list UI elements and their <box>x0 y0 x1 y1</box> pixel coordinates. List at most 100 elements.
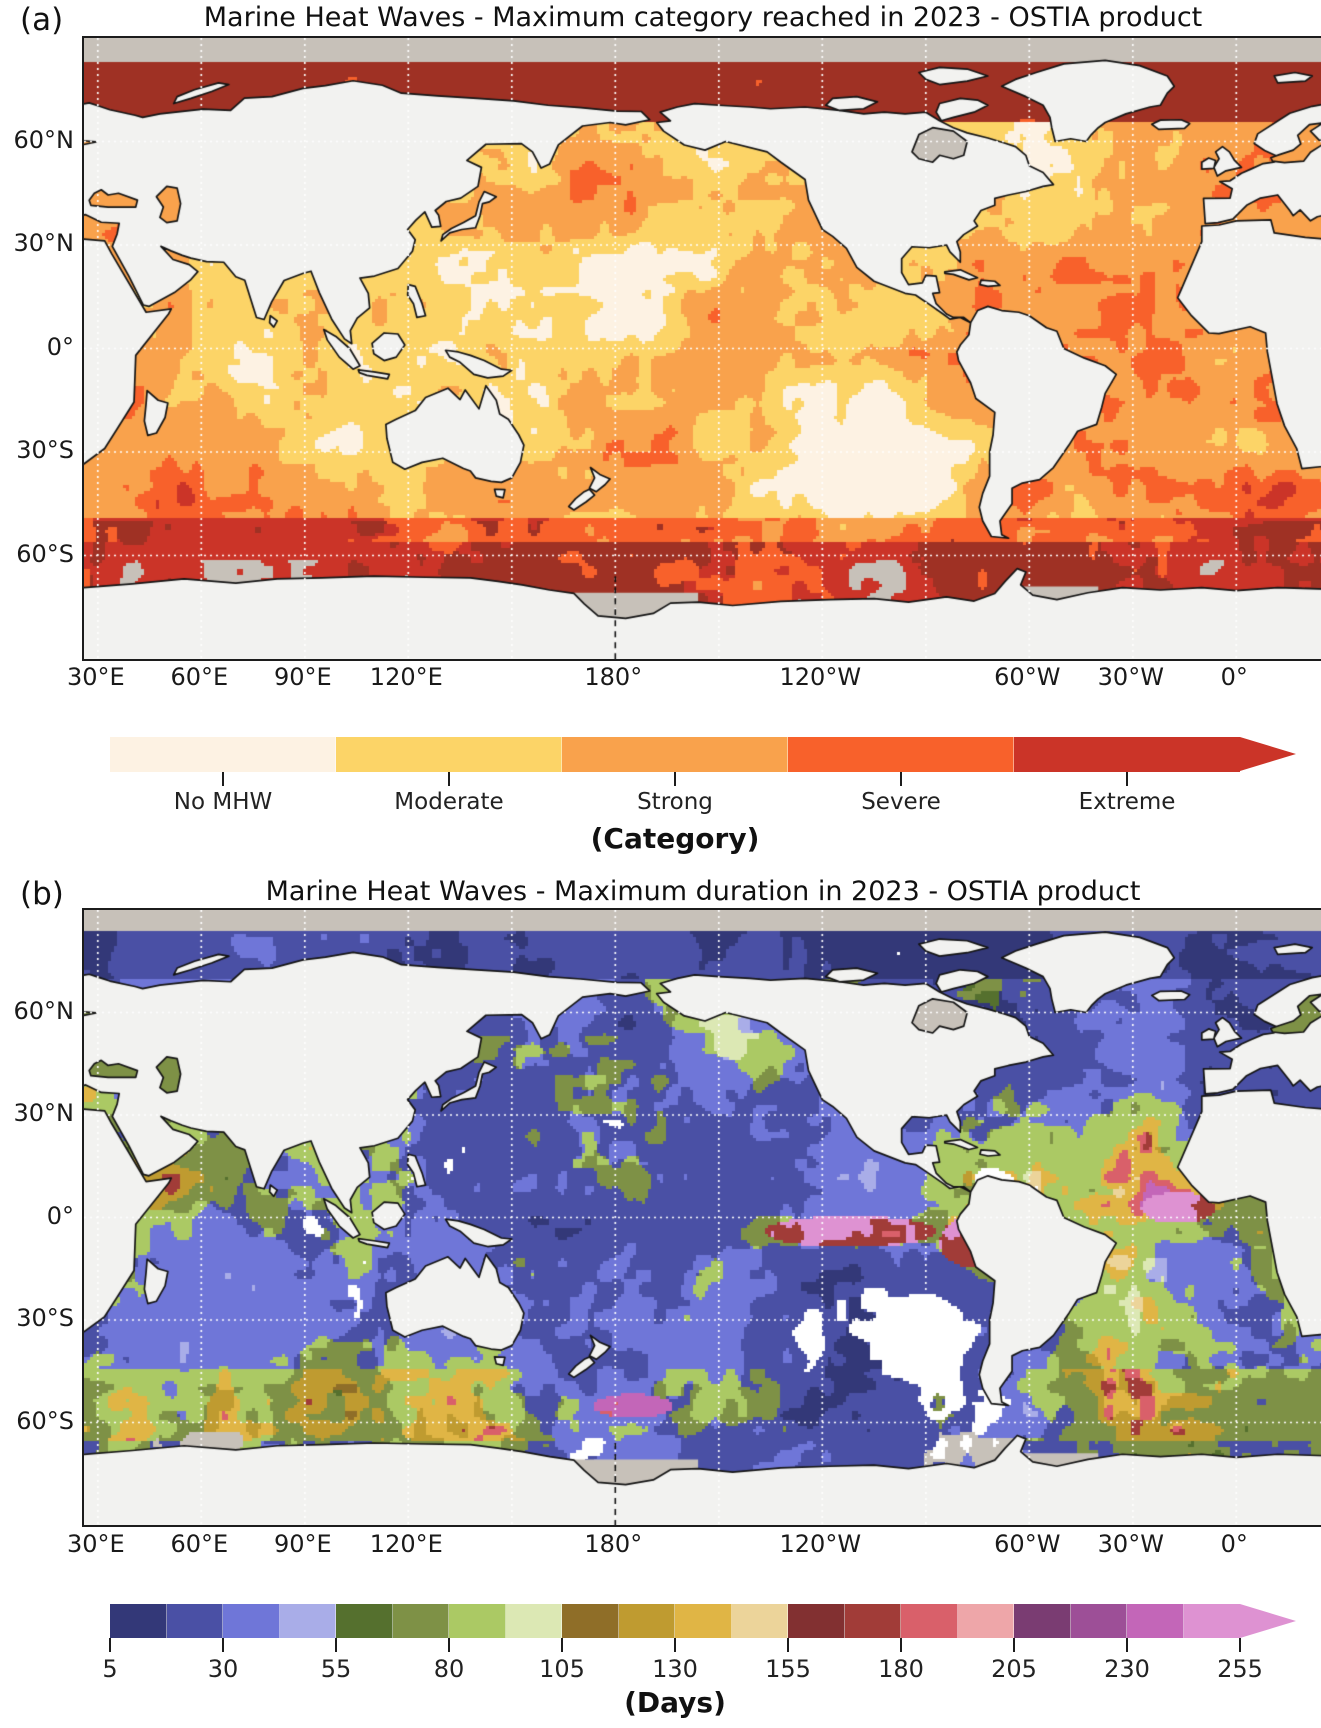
x-tick-label: 60°W <box>994 663 1061 691</box>
days-segment-12 <box>788 1604 845 1638</box>
y-tick-label: 60°N <box>13 125 75 154</box>
category-tick <box>448 772 450 786</box>
days-tick <box>787 1638 789 1652</box>
category-label: Extreme <box>1078 789 1176 815</box>
x-tick-label: 120°E <box>369 1530 443 1558</box>
category-segment-3 <box>788 737 1014 772</box>
category-segment-0 <box>110 737 336 772</box>
days-tick-label: 205 <box>991 1655 1037 1683</box>
category-tick <box>674 772 676 786</box>
x-tick-label: 90°E <box>273 663 332 691</box>
map-b <box>82 908 1321 1527</box>
days-segment-15 <box>957 1604 1014 1638</box>
days-tick-label: 255 <box>1217 1655 1263 1683</box>
x-tick-label: 0° <box>1220 663 1248 691</box>
days-segment-6 <box>449 1604 506 1638</box>
days-tick <box>222 1638 224 1652</box>
x-tick-label: 30°W <box>1097 663 1164 691</box>
days-tick <box>335 1638 337 1652</box>
days-segment-16 <box>1014 1604 1071 1638</box>
x-tick-label: 0° <box>1220 1530 1248 1558</box>
colorbar-category-arrow <box>1240 737 1296 771</box>
x-tick-label: 30°E <box>66 663 125 691</box>
days-tick <box>674 1638 676 1652</box>
days-tick-label: 180 <box>878 1655 924 1683</box>
category-segment-2 <box>562 737 788 772</box>
y-tick-label: 60°S <box>16 1406 74 1435</box>
category-segment-4 <box>1014 737 1240 772</box>
colorbar-days-arrow <box>1240 1604 1296 1638</box>
x-tick-label: 120°W <box>779 663 862 691</box>
days-tick <box>900 1638 902 1652</box>
panel-b-title: Marine Heat Waves - Maximum duration in … <box>265 876 1141 907</box>
days-segment-10 <box>675 1604 732 1638</box>
days-segment-8 <box>562 1604 619 1638</box>
y-tick-label: 30°S <box>16 436 74 464</box>
days-segment-7 <box>505 1604 562 1638</box>
y-tick-label: 30°S <box>16 1304 74 1332</box>
days-segment-19 <box>1183 1604 1240 1638</box>
days-segment-2 <box>223 1604 280 1638</box>
days-tick <box>448 1638 450 1652</box>
days-segment-17 <box>1070 1604 1127 1638</box>
x-tick-label: 60°W <box>994 1530 1061 1558</box>
map-b-image <box>84 910 1321 1525</box>
category-label: Severe <box>861 789 941 815</box>
y-tick-label: 0° <box>46 332 74 361</box>
days-tick <box>561 1638 563 1652</box>
colorbar-days-caption: (Days) <box>624 1686 726 1719</box>
days-segment-13 <box>844 1604 901 1638</box>
days-tick-label: 105 <box>539 1655 585 1683</box>
days-segment-9 <box>618 1604 675 1638</box>
days-segment-4 <box>336 1604 393 1638</box>
days-tick-label: 80 <box>433 1655 465 1683</box>
map-a <box>82 36 1321 661</box>
map-a-image <box>84 38 1321 659</box>
panel-a-label: (a) <box>20 2 64 38</box>
category-label: Moderate <box>394 789 504 815</box>
x-tick-label: 30°E <box>66 1530 125 1558</box>
category-label: Strong <box>637 789 713 815</box>
days-tick <box>1239 1638 1241 1652</box>
colorbar-category-caption: (Category) <box>590 822 760 855</box>
x-tick-label: 30°W <box>1097 1530 1164 1558</box>
y-tick-label: 60°N <box>13 996 75 1025</box>
days-tick-label: 30 <box>207 1655 239 1683</box>
x-tick-label: 90°E <box>273 1530 332 1558</box>
days-tick <box>1126 1638 1128 1652</box>
days-segment-1 <box>166 1604 223 1638</box>
days-tick-label: 5 <box>102 1655 118 1683</box>
days-tick-label: 230 <box>1104 1655 1150 1683</box>
category-tick <box>222 772 224 786</box>
x-tick-label: 120°W <box>779 1530 862 1558</box>
days-tick-label: 55 <box>320 1655 352 1683</box>
category-tick <box>1126 772 1128 786</box>
days-tick-label: 130 <box>652 1655 698 1683</box>
days-segment-18 <box>1127 1604 1184 1638</box>
x-tick-label: 120°E <box>369 663 443 691</box>
days-segment-0 <box>110 1604 167 1638</box>
days-segment-5 <box>392 1604 449 1638</box>
y-tick-label: 30°N <box>13 1099 75 1127</box>
y-tick-label: 0° <box>46 1201 74 1230</box>
y-tick-label: 60°S <box>16 539 74 568</box>
panel-b-label: (b) <box>20 876 64 912</box>
days-segment-11 <box>731 1604 788 1638</box>
colorbar-days <box>110 1604 1240 1638</box>
days-tick <box>1013 1638 1015 1652</box>
days-segment-14 <box>901 1604 958 1638</box>
days-tick-label: 155 <box>765 1655 811 1683</box>
x-tick-label: 60°E <box>170 663 229 691</box>
y-tick-label: 30°N <box>13 229 75 257</box>
x-tick-label: 180° <box>584 663 643 691</box>
panel-a-title: Marine Heat Waves - Maximum category rea… <box>203 2 1203 33</box>
days-segment-3 <box>279 1604 336 1638</box>
x-tick-label: 180° <box>584 1530 643 1558</box>
category-segment-1 <box>336 737 562 772</box>
x-tick-label: 60°E <box>170 1530 229 1558</box>
colorbar-category <box>110 737 1240 772</box>
category-tick <box>900 772 902 786</box>
days-tick <box>109 1638 111 1652</box>
category-label: No MHW <box>173 789 273 815</box>
